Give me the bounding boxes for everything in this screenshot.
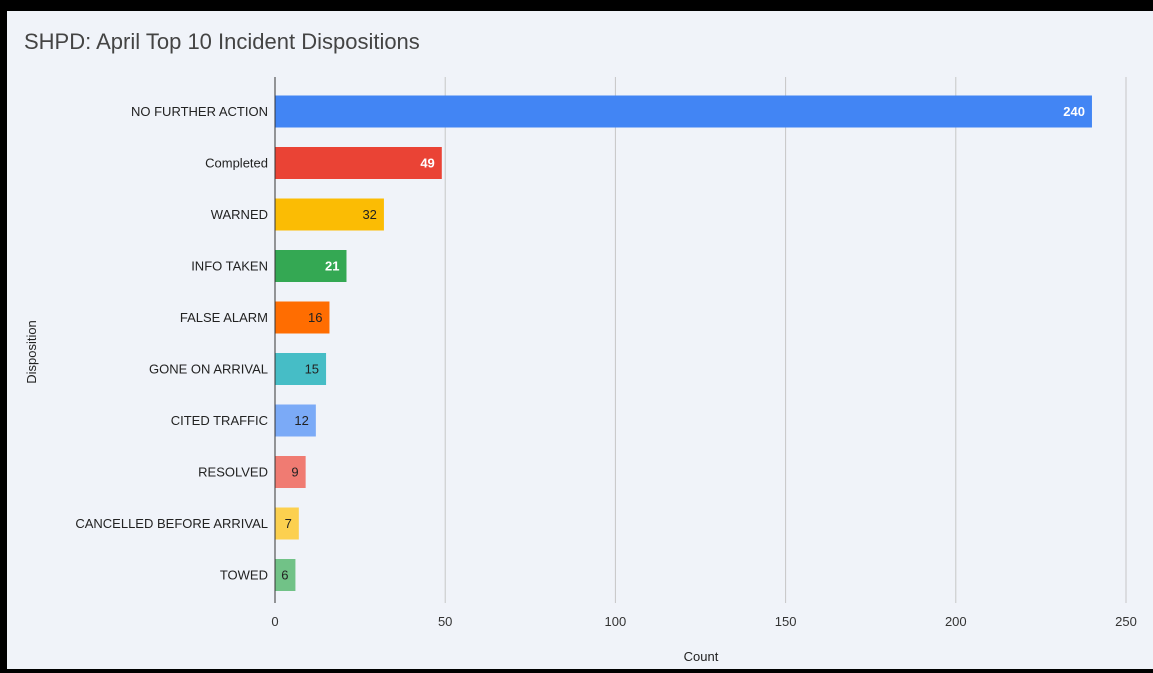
data-label: 16 — [308, 310, 322, 325]
x-tick-label: 100 — [605, 614, 627, 629]
bar — [275, 353, 327, 385]
x-tick-label: 200 — [945, 614, 967, 629]
data-label: 12 — [294, 413, 308, 428]
bar — [275, 301, 330, 334]
y-tick-label: FALSE ALARM — [180, 310, 268, 325]
chart-container: SHPD: April Top 10 Incident Dispositions… — [7, 11, 1153, 669]
y-tick-label: INFO TAKEN — [191, 259, 268, 274]
x-axis-title: Count — [684, 649, 719, 664]
data-label: 32 — [362, 207, 376, 222]
y-tick-label: Completed — [205, 156, 268, 171]
bar — [275, 404, 316, 437]
y-tick-label: WARNED — [211, 207, 268, 222]
bar — [275, 456, 306, 488]
x-tick-label: 250 — [1115, 614, 1137, 629]
y-axis-title: Disposition — [24, 320, 39, 384]
bar — [275, 198, 384, 231]
bar — [275, 250, 347, 282]
data-label: 6 — [281, 568, 288, 583]
data-label: 21 — [325, 259, 339, 274]
y-tick-label: TOWED — [220, 568, 268, 583]
data-label: 240 — [1063, 104, 1085, 119]
bar — [275, 559, 296, 591]
x-tick-label: 50 — [438, 614, 452, 629]
data-label: 15 — [305, 362, 319, 377]
y-tick-label: NO FURTHER ACTION — [131, 104, 268, 119]
y-tick-label: CANCELLED BEFORE ARRIVAL — [75, 516, 268, 531]
x-tick-label: 0 — [271, 614, 278, 629]
y-tick-label: GONE ON ARRIVAL — [149, 362, 268, 377]
x-tick-label: 150 — [775, 614, 797, 629]
y-tick-label: CITED TRAFFIC — [171, 413, 268, 428]
data-label: 7 — [285, 516, 292, 531]
data-label: 9 — [291, 465, 298, 480]
y-tick-label: RESOLVED — [198, 465, 268, 480]
bar — [275, 507, 299, 540]
bar — [275, 147, 442, 179]
chart-title: SHPD: April Top 10 Incident Dispositions — [24, 29, 420, 54]
bar — [275, 95, 1092, 128]
data-label: 49 — [420, 156, 434, 171]
bar-chart-plot: 0 50 100 150 200 250 NO FURTHER ACTION 240 Compl… — [24, 77, 1137, 664]
